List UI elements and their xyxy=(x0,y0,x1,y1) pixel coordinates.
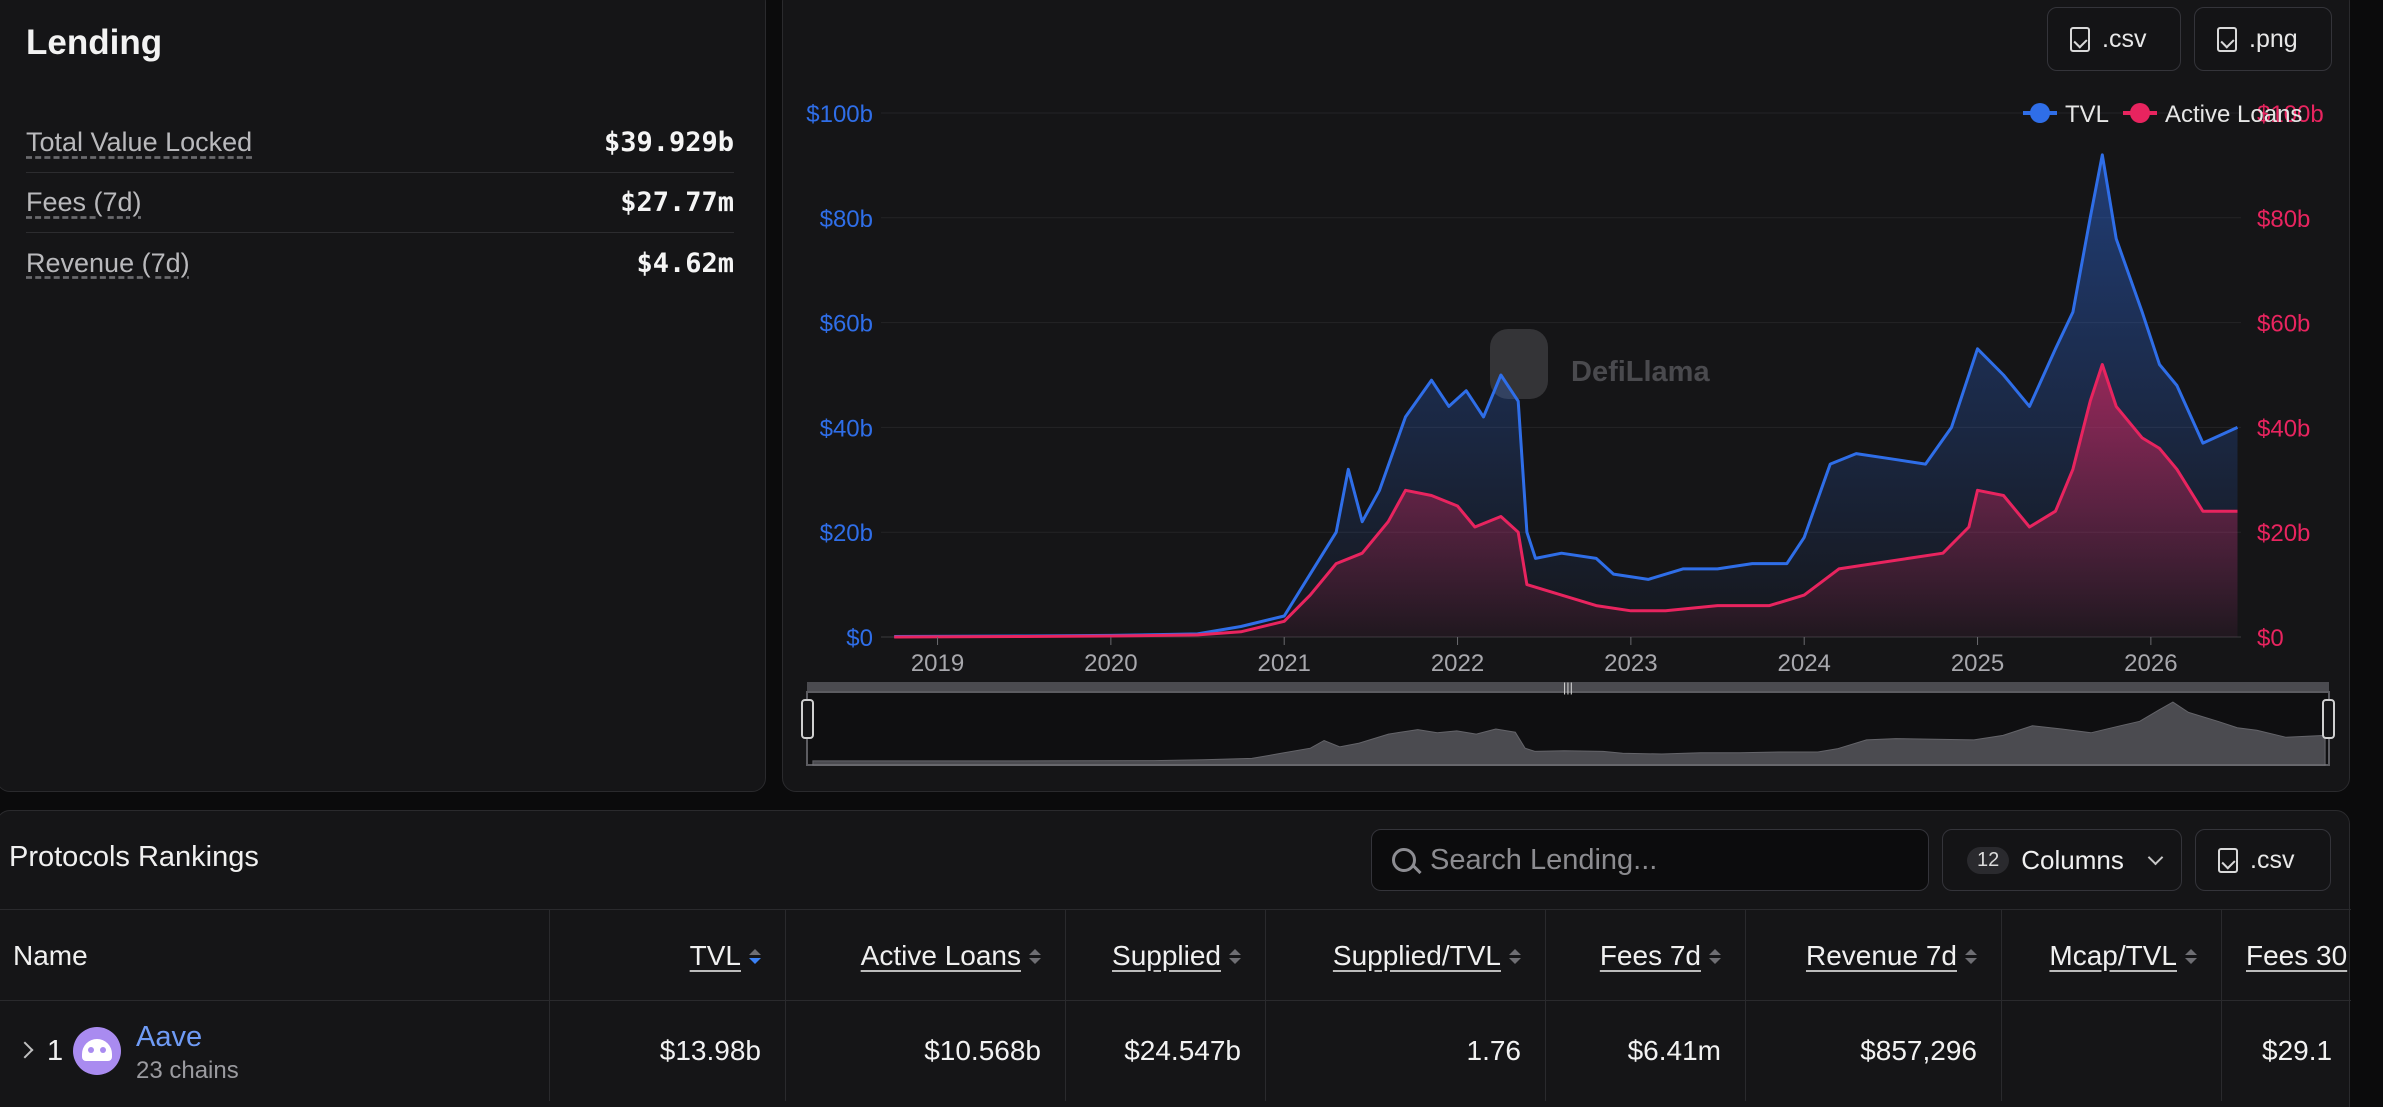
download-png-button[interactable]: .png xyxy=(2194,7,2332,71)
sort-icon xyxy=(1029,948,1041,964)
cell-supplied: $24.547b xyxy=(1066,1001,1266,1101)
zoom-slider-bar xyxy=(807,682,2329,692)
lending-stats-card: Lending Total Value Locked $39.929b Fees… xyxy=(0,0,766,792)
chevron-down-icon xyxy=(2147,849,2164,865)
column-header-supplied-tvl[interactable]: Supplied/TVL xyxy=(1266,910,1546,1002)
active-loans-series-area xyxy=(894,364,2238,637)
stat-label-fees[interactable]: Fees (7d) xyxy=(26,187,142,217)
file-download-icon xyxy=(2218,847,2238,873)
download-png-label: .png xyxy=(2249,24,2298,53)
columns-button[interactable]: 12 Columns xyxy=(1942,829,2182,891)
legend-swatch-dot xyxy=(2030,103,2050,123)
download-csv-label: .csv xyxy=(2102,24,2147,53)
active-loans-series-line xyxy=(894,363,2238,639)
file-download-icon xyxy=(2217,26,2237,52)
column-header-supplied[interactable]: Supplied xyxy=(1066,910,1266,1002)
stat-label-tvl[interactable]: Total Value Locked xyxy=(26,127,253,157)
rankings-csv-label: .csv xyxy=(2250,845,2295,874)
protocols-rankings-card: Protocols Rankings 12 Columns .csv Name … xyxy=(0,810,2351,1107)
x-tick-label: 2025 xyxy=(1951,650,2004,677)
sort-icon xyxy=(749,948,761,964)
chevron-right-icon[interactable] xyxy=(16,1041,34,1059)
column-header-mcap-tvl[interactable]: Mcap/TVL xyxy=(2002,910,2222,1002)
column-header-tvl[interactable]: TVL xyxy=(550,910,786,1002)
search-icon xyxy=(1392,848,1416,872)
sort-icon xyxy=(1709,948,1721,964)
legend-active-loans: Active Loans xyxy=(2165,101,2302,128)
cell-active-loans: $10.568b xyxy=(786,1001,1066,1101)
sort-icon xyxy=(2185,948,2197,964)
column-header-fees-30d[interactable]: Fees 30 xyxy=(2246,940,2348,971)
defillama-watermark: DefiLlama xyxy=(1490,329,1710,399)
y-tick-left: $60b xyxy=(820,311,873,338)
y-tick-left: $100b xyxy=(806,101,873,128)
columns-count-badge: 12 xyxy=(1967,846,2010,874)
y-tick-right: $20b xyxy=(2257,520,2310,547)
cell-fees-30d: $29.1 xyxy=(2262,1035,2333,1066)
y-tick-right: $60b xyxy=(2257,311,2310,338)
rank-number: 1 xyxy=(47,1035,64,1067)
column-header-revenue-7d[interactable]: Revenue 7d xyxy=(1746,910,2002,1002)
chart-card: .csv .png DefiLlama $0 $0 $20b $20b $40b $40b… xyxy=(782,0,2350,792)
column-header-fees-7d[interactable]: Fees 7d xyxy=(1546,910,1746,1002)
rankings-csv-button[interactable]: .csv xyxy=(2195,829,2331,891)
protocol-logo xyxy=(73,1027,121,1075)
stat-row-fees: Fees (7d) $27.77m xyxy=(26,173,734,233)
x-tick-label: 2024 xyxy=(1778,650,1831,677)
column-header-active-loans[interactable]: Active Loans xyxy=(786,910,1066,1002)
y-tick-right: $100b xyxy=(2257,101,2324,128)
stat-value-tvl: $39.929b xyxy=(603,127,734,158)
y-tick-right: $40b xyxy=(2257,415,2310,442)
cell-revenue-7d: $857,296 xyxy=(1746,1001,2002,1101)
stat-value-revenue: $4.62m xyxy=(636,247,734,279)
zoom-slider-preview xyxy=(812,701,2326,766)
file-download-icon xyxy=(2070,26,2090,52)
table-row[interactable]: 1 Aave 23 chains $13.98b $10.568b $24.54… xyxy=(0,1001,2351,1101)
columns-label: Columns xyxy=(2021,844,2124,875)
x-tick-label: 2026 xyxy=(2124,650,2177,677)
tvl-loans-chart[interactable]: DefiLlama $0 $0 $20b $20b $40b $40b $60b $60b $8… xyxy=(783,0,2351,779)
search-box[interactable] xyxy=(1371,829,1929,891)
download-csv-button[interactable]: .csv xyxy=(2047,7,2181,71)
cell-tvl: $13.98b xyxy=(550,1001,786,1101)
tvl-series-line xyxy=(894,153,2239,638)
y-tick-left: $0 xyxy=(846,625,873,652)
zoom-handle-left[interactable] xyxy=(801,699,814,739)
protocol-chains: 23 chains xyxy=(136,1057,239,1084)
sort-icon xyxy=(1509,948,1521,964)
y-tick-left: $40b xyxy=(820,415,873,442)
stat-label-revenue[interactable]: Revenue (7d) xyxy=(26,247,190,278)
stat-row-revenue: Revenue (7d) $4.62m xyxy=(26,233,734,293)
tvl-series-area xyxy=(894,154,2238,637)
x-tick-label: 2020 xyxy=(1084,650,1137,677)
y-tick-left: $80b xyxy=(820,206,873,233)
y-tick-right: $80b xyxy=(2257,206,2310,233)
sort-icon xyxy=(1229,948,1241,964)
stat-row-tvl: Total Value Locked $39.929b xyxy=(26,113,734,173)
legend-swatch-dot xyxy=(2130,103,2150,123)
stat-value-fees: $27.77m xyxy=(620,187,734,218)
column-header-name: Name xyxy=(0,910,550,1002)
protocol-name-link[interactable]: Aave xyxy=(136,1021,203,1053)
category-title: Lending xyxy=(26,23,163,62)
cell-name: 1 Aave 23 chains xyxy=(0,1001,550,1101)
search-input[interactable] xyxy=(1430,843,1900,877)
rankings-title: Protocols Rankings xyxy=(9,841,259,873)
x-tick-label: 2023 xyxy=(1604,650,1657,677)
zoom-handle-right[interactable] xyxy=(2322,699,2335,739)
watermark-text: DefiLlama xyxy=(1571,356,1710,388)
y-tick-left: $20b xyxy=(820,520,873,547)
y-tick-right: $0 xyxy=(2257,625,2284,652)
cell-supplied-tvl: 1.76 xyxy=(1266,1001,1546,1101)
x-tick-label: 2022 xyxy=(1431,650,1484,677)
sort-icon xyxy=(1965,948,1977,964)
x-tick-label: 2019 xyxy=(911,650,964,677)
table-header: Name TVL Active Loans Supplied Supplied/… xyxy=(0,909,2351,1002)
cell-fees-7d: $6.41m xyxy=(1546,1001,1746,1101)
legend-tvl: TVL xyxy=(2065,101,2109,128)
x-tick-label: 2021 xyxy=(1258,650,1311,677)
cell-mcap-tvl xyxy=(2002,1001,2222,1101)
zoom-drag-grip: ||| xyxy=(1563,680,1573,695)
